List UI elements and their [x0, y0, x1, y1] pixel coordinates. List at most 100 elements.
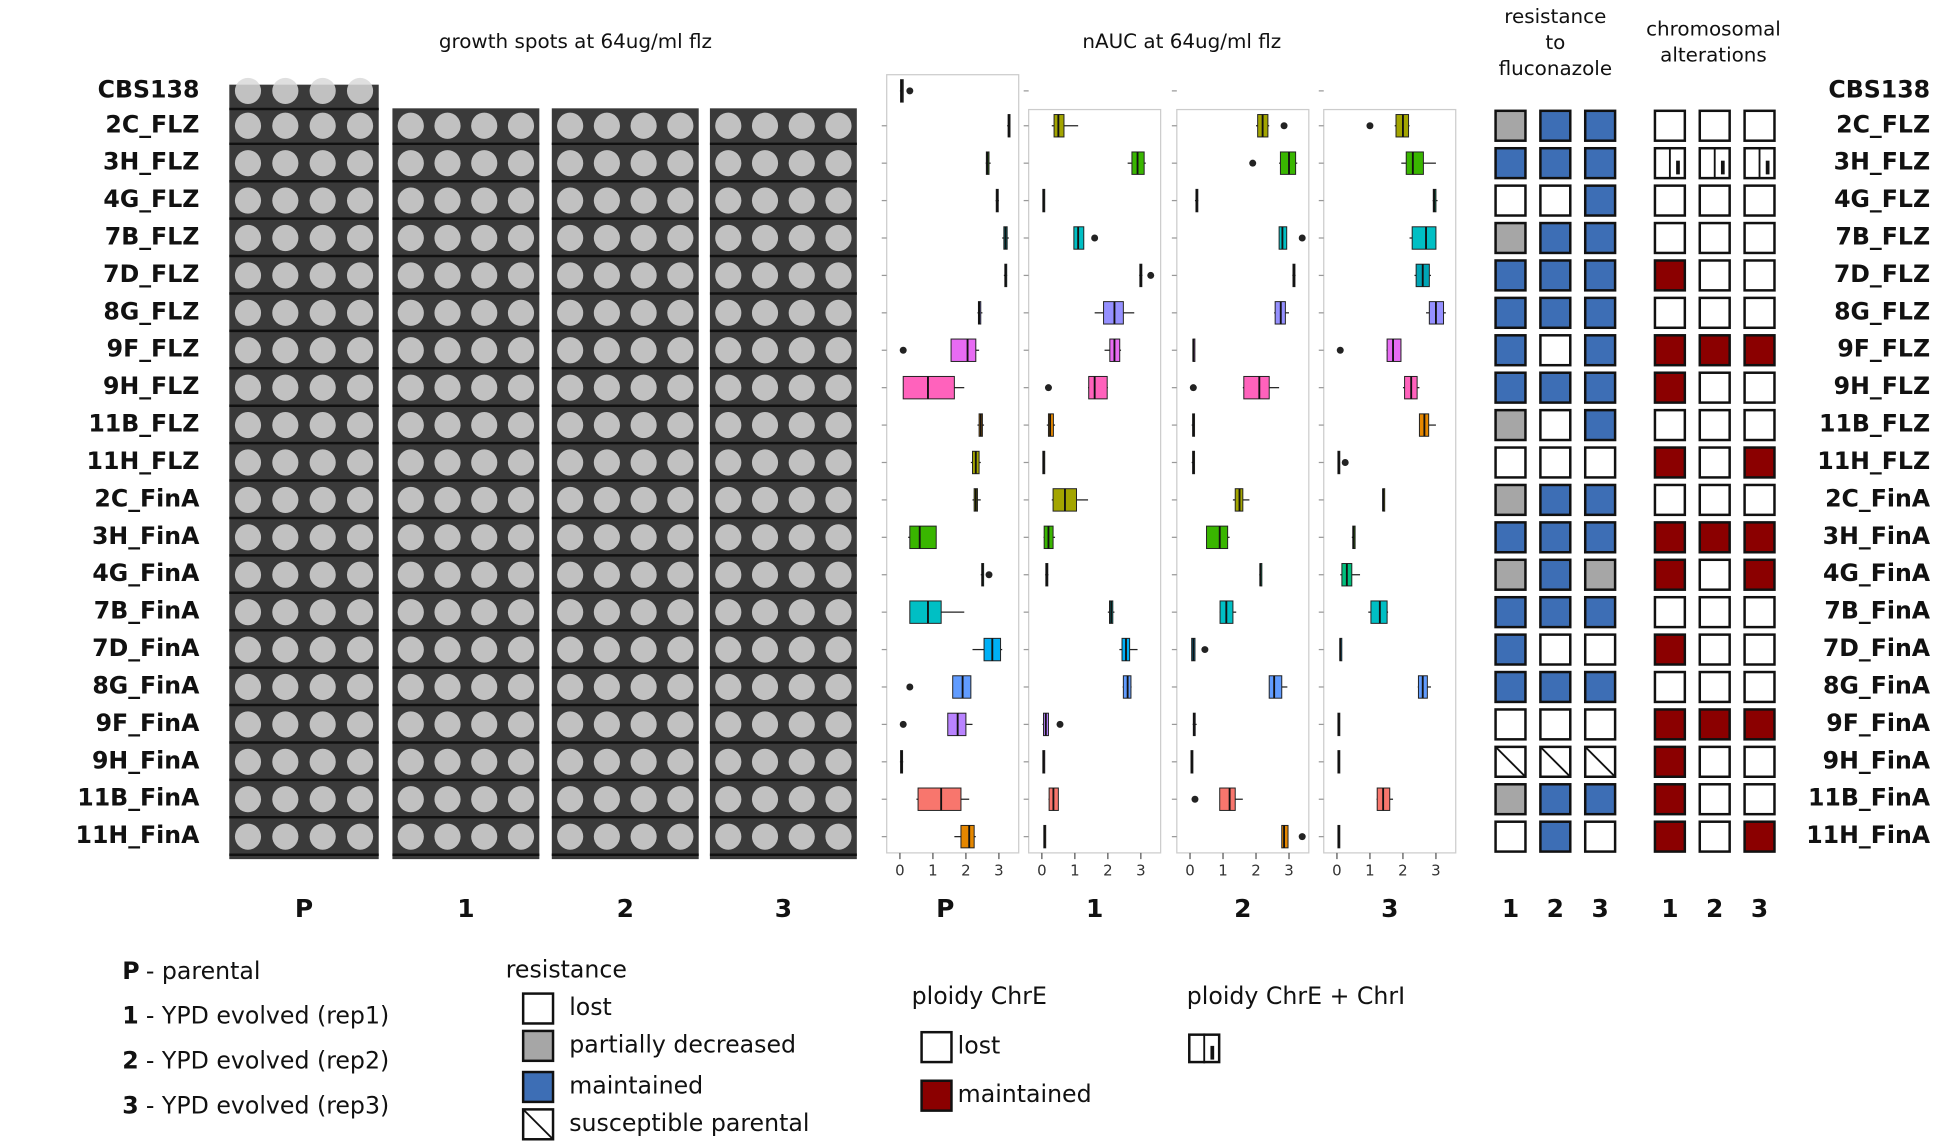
spot — [234, 374, 262, 401]
spot — [272, 636, 299, 663]
spot — [507, 636, 535, 663]
hatch — [1584, 746, 1616, 778]
spot — [593, 224, 620, 252]
spot — [667, 412, 694, 439]
spot — [715, 524, 742, 551]
spot — [434, 449, 461, 476]
combo-bar — [1720, 160, 1725, 175]
chromosomal-cell — [1653, 708, 1687, 741]
spot — [346, 449, 374, 476]
spot — [397, 412, 424, 439]
spot — [272, 112, 299, 139]
spot — [667, 636, 694, 663]
spot — [346, 711, 374, 738]
chromosomal-cell — [1653, 408, 1687, 442]
spot — [715, 786, 742, 813]
chromosomal-cell — [1743, 446, 1776, 479]
spot-panel — [392, 108, 540, 860]
spot — [715, 449, 742, 476]
spot — [751, 262, 779, 289]
spot — [434, 786, 461, 813]
x-tick-label: 0 — [1037, 862, 1047, 880]
spot — [471, 786, 498, 813]
spot — [667, 561, 694, 588]
spot — [751, 711, 779, 738]
box — [1386, 338, 1402, 362]
spot — [630, 561, 657, 588]
spot — [557, 224, 584, 252]
key-text: - parental — [146, 957, 261, 985]
spot — [397, 337, 424, 364]
outlier — [1191, 795, 1199, 803]
spot — [630, 748, 657, 775]
spot — [309, 187, 336, 214]
resistance-cell — [1583, 708, 1617, 741]
hatch — [1539, 746, 1571, 778]
spot — [346, 187, 374, 214]
box — [1411, 226, 1437, 250]
spot — [715, 150, 742, 177]
spot — [397, 673, 424, 701]
legend-swatch — [521, 1029, 555, 1063]
spot — [751, 374, 779, 401]
outlier — [1341, 459, 1349, 466]
spot — [272, 599, 299, 626]
chromosomal-cell — [1653, 595, 1687, 629]
combo-bar — [1210, 1045, 1215, 1060]
chromosomal-cell — [1743, 745, 1776, 778]
spot — [507, 337, 535, 364]
row-label: 2C_FinA — [94, 484, 200, 512]
spot — [825, 561, 852, 588]
row-label: 11B_FLZ — [88, 410, 199, 438]
resistance-cell — [1494, 745, 1527, 778]
spot — [234, 77, 262, 104]
spot — [593, 187, 620, 214]
spot — [667, 711, 694, 738]
spot — [346, 673, 374, 701]
chromosomal-cell — [1653, 371, 1687, 404]
spot — [593, 112, 620, 139]
spot — [346, 77, 374, 104]
chromosomal-cell — [1653, 109, 1687, 142]
spot — [788, 524, 815, 551]
spot — [309, 150, 336, 177]
spot — [788, 636, 815, 663]
spot — [507, 299, 535, 326]
spot — [346, 561, 374, 588]
spot — [667, 786, 694, 813]
spot — [272, 748, 299, 775]
spot — [234, 599, 262, 626]
spot — [667, 823, 694, 850]
spot — [825, 150, 852, 177]
plot-frame — [886, 74, 1020, 854]
spot — [715, 823, 742, 850]
column-label: 2 — [1706, 894, 1723, 923]
spot — [471, 561, 498, 588]
resistance-cell — [1583, 820, 1617, 853]
resistance-cell — [1583, 633, 1617, 666]
spot — [593, 374, 620, 401]
resistance-cell — [1494, 109, 1527, 142]
spot — [471, 150, 498, 177]
spot — [397, 599, 424, 626]
spot — [234, 673, 262, 701]
hatch — [522, 1108, 554, 1140]
spot — [309, 786, 336, 813]
chromosomal-cell — [1743, 521, 1776, 554]
spot — [234, 561, 262, 588]
spot — [507, 374, 535, 401]
spot — [272, 262, 299, 289]
key-symbol: 3 — [122, 1091, 138, 1119]
spot — [667, 524, 694, 551]
spot — [234, 449, 262, 476]
key-symbol: 1 — [122, 1002, 138, 1030]
chromosomal-cell — [1653, 184, 1687, 217]
spot — [434, 150, 461, 177]
spot — [397, 224, 424, 252]
spot — [397, 636, 424, 663]
legend-label: maintained — [569, 1071, 703, 1099]
chromosomal-cell — [1653, 259, 1687, 292]
combo-bar — [1676, 160, 1680, 175]
resistance-cell — [1583, 184, 1617, 217]
outlier — [985, 571, 993, 579]
